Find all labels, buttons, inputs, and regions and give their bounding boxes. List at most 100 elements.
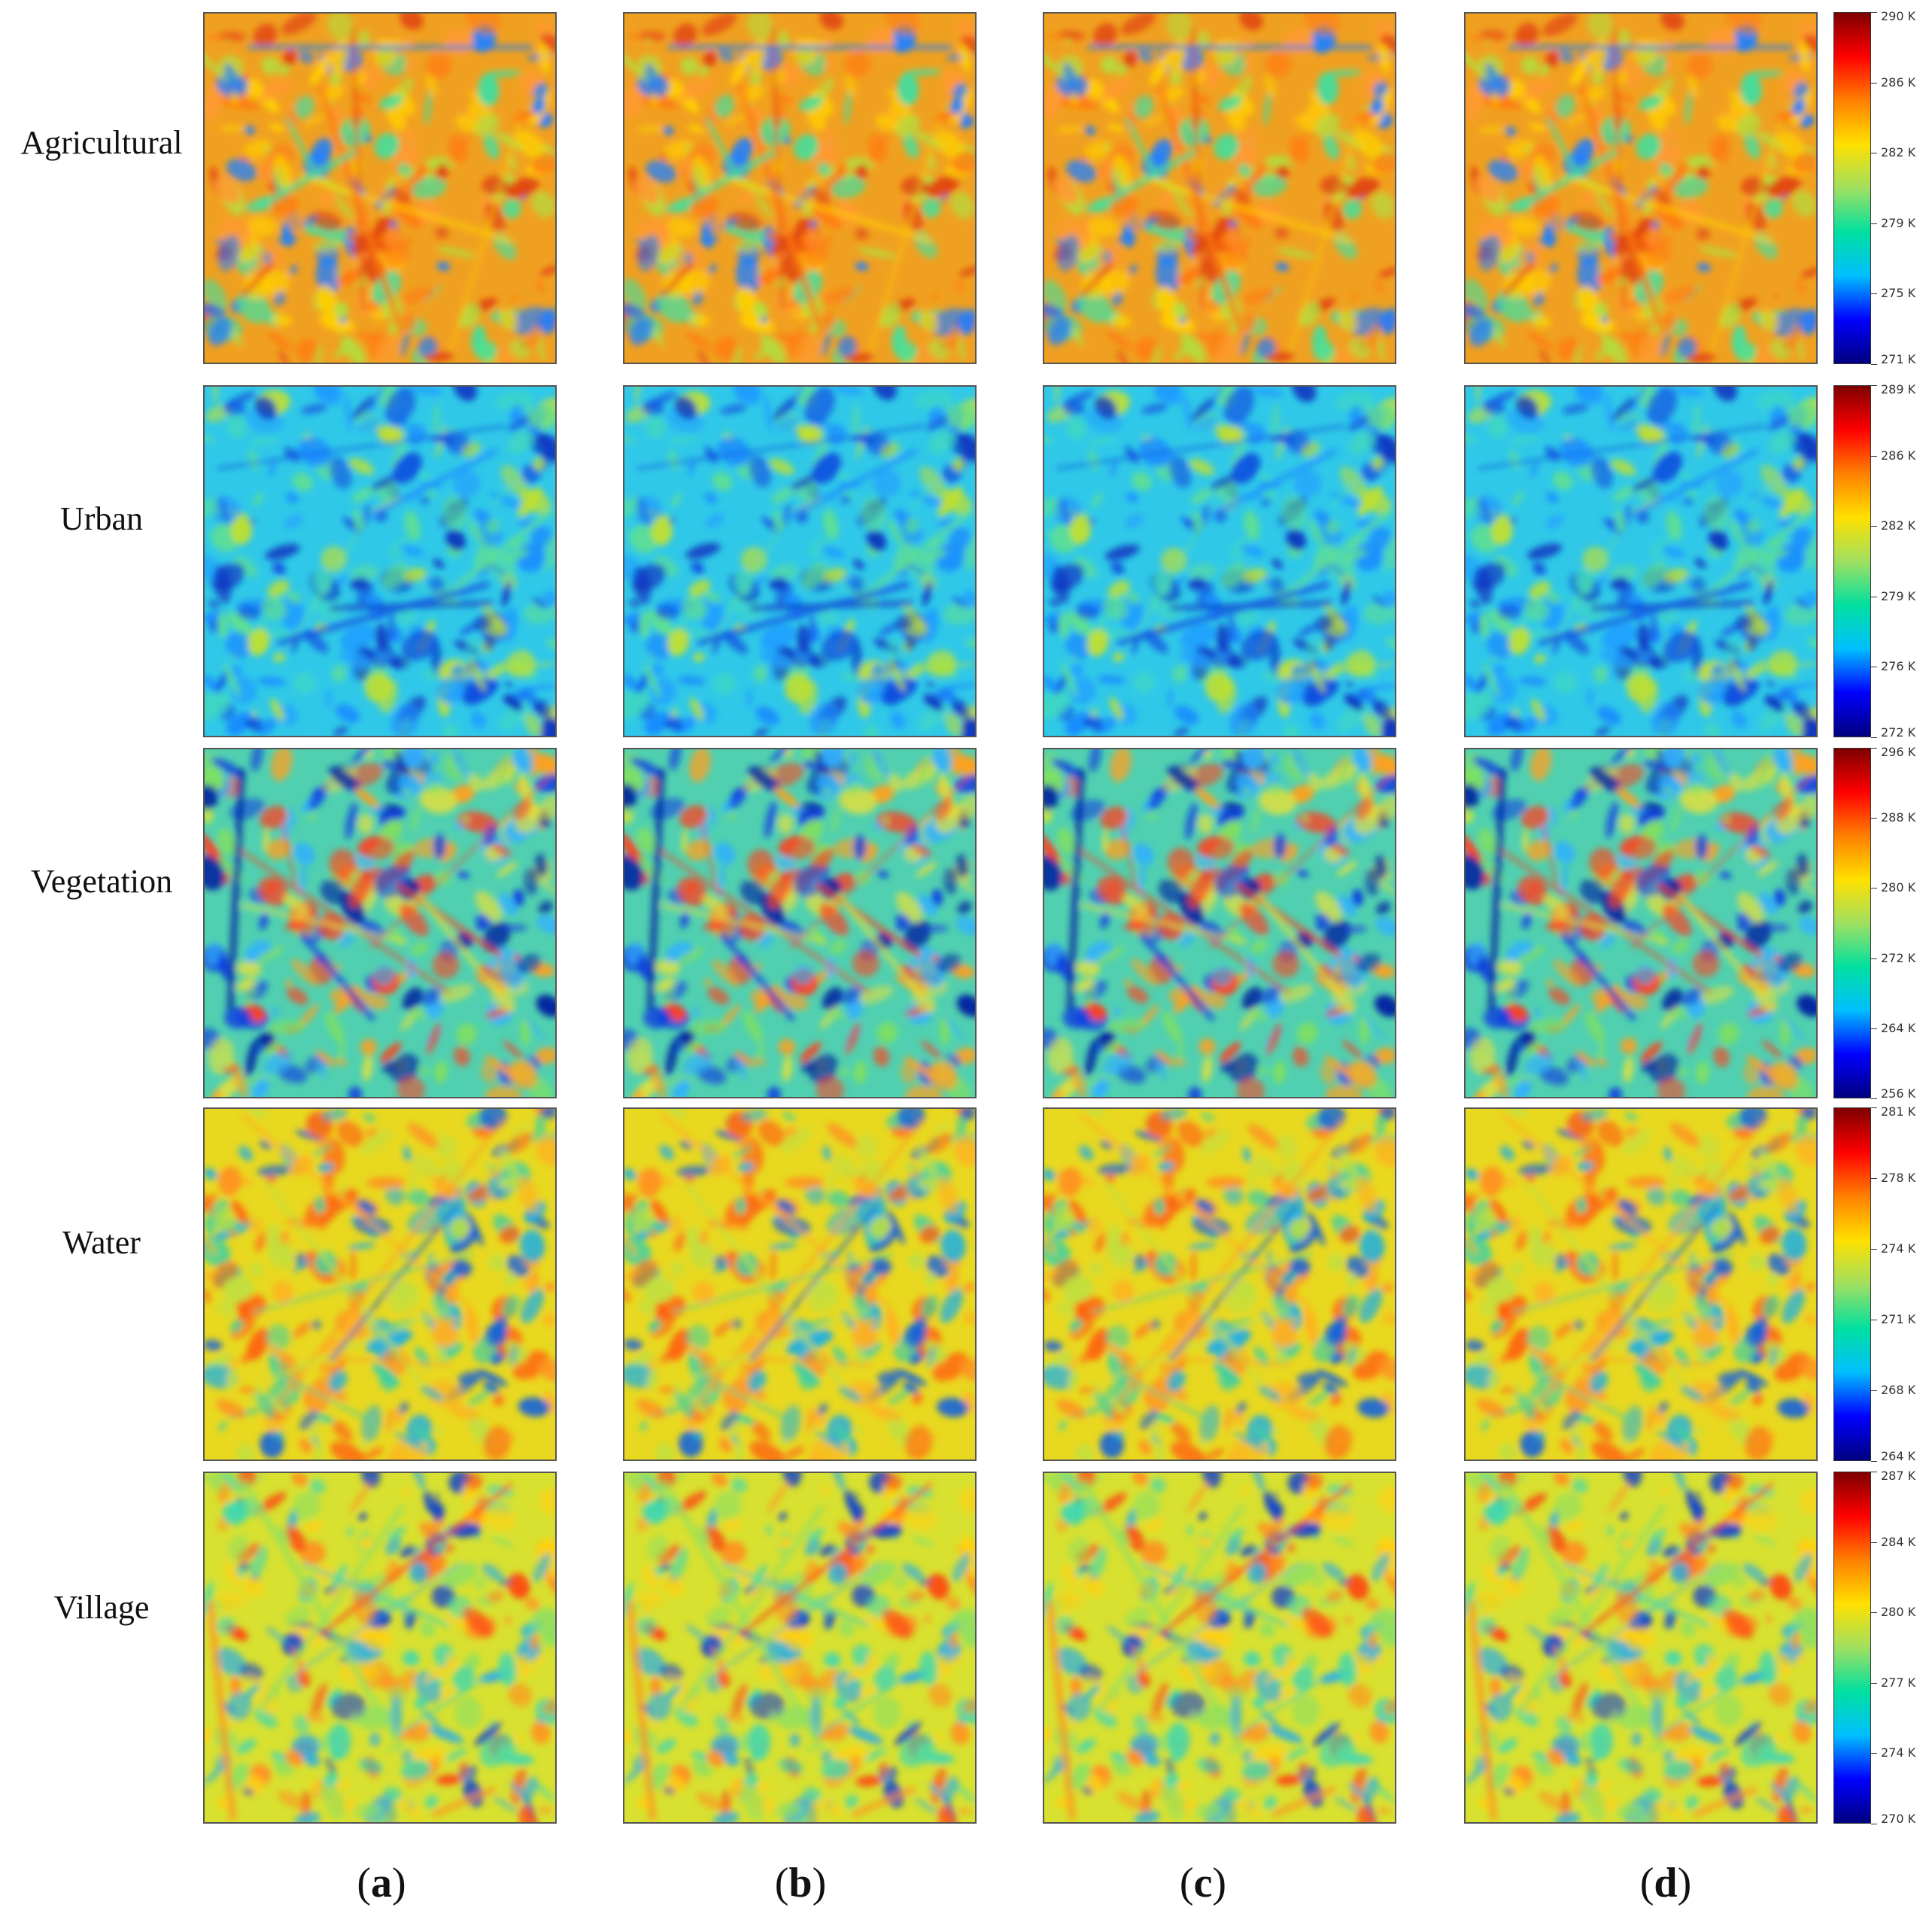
colorbar-tick-label: 282 K: [1881, 518, 1916, 533]
colorbar-tick-mark: [1871, 1249, 1877, 1250]
thermal-map-image: [1466, 1473, 1816, 1822]
row-label-vegetation: Vegetation: [30, 863, 173, 900]
row-label-village: Village: [53, 1589, 150, 1626]
thermal-map-image: [1466, 14, 1816, 363]
colorbar-tick-mark: [1871, 456, 1877, 457]
colorbar-tick-label: 256 K: [1881, 1086, 1916, 1101]
thermal-map-veg-c: [1043, 748, 1396, 1098]
column-label-d: (d): [1639, 1860, 1692, 1906]
colorbar-water: [1833, 1107, 1871, 1461]
colorbar-tick-mark: [1871, 1107, 1877, 1108]
thermal-map-image: [1466, 749, 1816, 1097]
thermal-map-image: [205, 387, 555, 736]
colorbar-tick-mark: [1871, 1753, 1877, 1754]
thermal-map-veg-b: [623, 748, 977, 1098]
thermal-map-agri-c: [1043, 12, 1396, 364]
colorbar-urban: [1833, 385, 1871, 737]
colorbar-tick-mark: [1871, 385, 1877, 386]
colorbar-tick-mark: [1871, 737, 1877, 738]
colorbar-tick-mark: [1871, 1683, 1877, 1684]
thermal-map-urban-a: [203, 385, 557, 737]
colorbar-tick-mark: [1871, 1461, 1877, 1462]
thermal-map-water-a: [203, 1107, 557, 1461]
thermal-map-agri-d: [1464, 12, 1818, 364]
thermal-map-agri-a: [203, 12, 557, 364]
thermal-map-water-b: [623, 1107, 977, 1461]
colorbar-tick-label: 296 K: [1881, 745, 1916, 759]
colorbar-tick-label: 289 K: [1881, 382, 1916, 396]
colorbar-tick-mark: [1871, 1612, 1877, 1613]
thermal-map-image: [205, 749, 555, 1097]
thermal-map-village-b: [623, 1472, 977, 1824]
thermal-map-water-d: [1464, 1107, 1818, 1461]
colorbar-tick-label: 275 K: [1881, 286, 1916, 300]
colorbar-tick-label: 280 K: [1881, 1605, 1916, 1619]
colorbar-tick-label: 271 K: [1881, 1312, 1916, 1326]
thermal-map-image: [205, 1109, 555, 1460]
colorbar-tick-label: 276 K: [1881, 659, 1916, 673]
row-label-urban: Urban: [60, 500, 143, 537]
thermal-map-village-d: [1464, 1472, 1818, 1824]
thermal-map-image: [1044, 1109, 1395, 1460]
colorbar-tick-label: 270 K: [1881, 1812, 1916, 1826]
colorbar-tick-label: 287 K: [1881, 1469, 1916, 1483]
row-label-agricultural: Agricultural: [20, 124, 183, 161]
thermal-map-image: [205, 1473, 555, 1822]
thermal-map-veg-a: [203, 748, 557, 1098]
thermal-map-urban-d: [1464, 385, 1818, 737]
colorbar-tick-label: 290 K: [1881, 9, 1916, 23]
colorbar-veg: [1833, 748, 1871, 1098]
thermal-map-image: [624, 1109, 975, 1460]
column-label-c: (c): [1179, 1860, 1227, 1906]
colorbar-tick-label: 272 K: [1881, 725, 1916, 740]
colorbar-tick-label: 284 K: [1881, 1535, 1916, 1549]
thermal-map-image: [624, 14, 975, 363]
thermal-map-veg-d: [1464, 748, 1818, 1098]
thermal-map-image: [1466, 387, 1816, 736]
colorbar-tick-mark: [1871, 1098, 1877, 1099]
colorbar-tick-label: 282 K: [1881, 145, 1916, 159]
colorbar-tick-label: 286 K: [1881, 75, 1916, 90]
colorbar-tick-mark: [1871, 818, 1877, 819]
colorbar-village: [1833, 1472, 1871, 1824]
thermal-map-agri-b: [623, 12, 977, 364]
colorbar-tick-mark: [1871, 526, 1877, 527]
thermal-map-image: [1044, 749, 1395, 1097]
thermal-map-image: [624, 749, 975, 1097]
colorbar-tick-label: 279 K: [1881, 216, 1916, 230]
thermal-map-image: [1044, 14, 1395, 363]
colorbar-tick-label: 274 K: [1881, 1241, 1916, 1256]
colorbar-tick-label: 274 K: [1881, 1745, 1916, 1760]
colorbar-tick-mark: [1871, 364, 1877, 365]
colorbar-tick-mark: [1871, 1028, 1877, 1029]
colorbar-tick-label: 279 K: [1881, 589, 1916, 603]
colorbar-tick-label: 264 K: [1881, 1021, 1916, 1035]
thermal-map-image: [624, 387, 975, 736]
colorbar-tick-mark: [1871, 1178, 1877, 1179]
colorbar-tick-label: 280 K: [1881, 880, 1916, 895]
colorbar-tick-label: 272 K: [1881, 951, 1916, 965]
colorbar-tick-mark: [1871, 223, 1877, 224]
colorbar-tick-label: 278 K: [1881, 1171, 1916, 1185]
colorbar-tick-mark: [1871, 83, 1877, 84]
colorbar-tick-label: 264 K: [1881, 1449, 1916, 1463]
colorbar-tick-label: 277 K: [1881, 1675, 1916, 1690]
colorbar-tick-mark: [1871, 293, 1877, 294]
thermal-map-urban-c: [1043, 385, 1396, 737]
thermal-map-village-c: [1043, 1472, 1396, 1824]
thermal-map-village-a: [203, 1472, 557, 1824]
thermal-map-image: [1044, 1473, 1395, 1822]
thermal-map-image: [624, 1473, 975, 1822]
colorbar-agri: [1833, 12, 1871, 364]
colorbar-tick-mark: [1871, 958, 1877, 959]
colorbar-tick-label: 288 K: [1881, 810, 1916, 825]
thermal-map-image: [1466, 1109, 1816, 1460]
colorbar-tick-label: 281 K: [1881, 1104, 1916, 1119]
colorbar-tick-mark: [1871, 1390, 1877, 1391]
thermal-map-water-c: [1043, 1107, 1396, 1461]
colorbar-tick-label: 268 K: [1881, 1383, 1916, 1397]
colorbar-tick-label: 271 K: [1881, 352, 1916, 366]
thermal-map-urban-b: [623, 385, 977, 737]
colorbar-tick-mark: [1871, 12, 1877, 13]
column-label-b: (b): [774, 1860, 827, 1906]
